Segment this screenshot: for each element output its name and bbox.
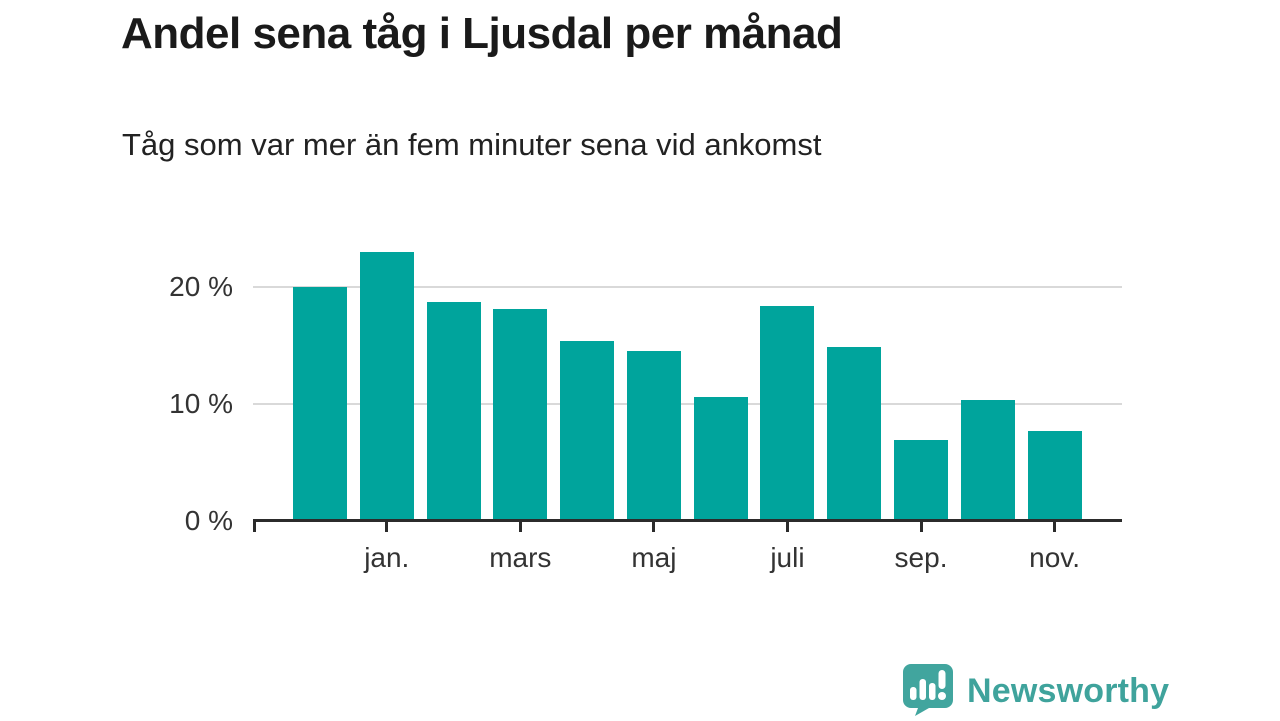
x-axis-tick-sep: [919, 522, 923, 532]
bar-nov: [1027, 430, 1082, 521]
x-axis-label-juli: juli: [770, 542, 805, 573]
x-axis-label-sep: sep.: [894, 542, 948, 573]
x-axis-tick-mars: [518, 522, 522, 532]
bar-mars: [493, 309, 548, 521]
bar-juni: [693, 396, 748, 521]
newsworthy-brand-text: Newsworthy: [967, 671, 1170, 710]
bar-jan: [359, 251, 414, 521]
bar-aug: [827, 346, 882, 521]
gridline-20-percent: [253, 286, 1122, 288]
bar-maj: [626, 351, 681, 521]
y-axis-label-20: 20 %: [169, 271, 233, 302]
y-axis-label-0: 0 %: [184, 505, 233, 536]
x-axis-label-mars: mars: [489, 542, 552, 573]
x-axis-start-tick: [253, 522, 256, 532]
x-axis-label-nov: nov.: [1029, 542, 1080, 573]
x-axis-label-maj: maj: [631, 542, 677, 573]
bar-okt: [960, 400, 1015, 521]
x-axis-tick-maj: [652, 522, 656, 532]
x-axis-tick-jan: [385, 522, 389, 532]
gridline-10-percent: [253, 403, 1122, 405]
y-axis-label-10: 10 %: [169, 388, 233, 419]
newsworthy-icon: [899, 662, 955, 721]
chart-title: Andel sena tåg i Ljusdal per månad: [121, 9, 843, 58]
bar-juli: [760, 305, 815, 521]
bar-dec: [293, 287, 347, 521]
x-axis-line: [253, 519, 1122, 522]
newsworthy-logo: Newsworthy: [899, 662, 1170, 721]
chart-subtitle: Tåg som var mer än fem minuter sena vid …: [122, 127, 822, 162]
bar-apr: [560, 340, 615, 521]
bar-feb: [426, 302, 481, 521]
x-axis-tick-juli: [785, 522, 789, 532]
x-axis-tick-nov: [1053, 522, 1057, 532]
x-axis-label-jan: jan.: [364, 542, 410, 573]
bar-sep: [894, 440, 949, 521]
